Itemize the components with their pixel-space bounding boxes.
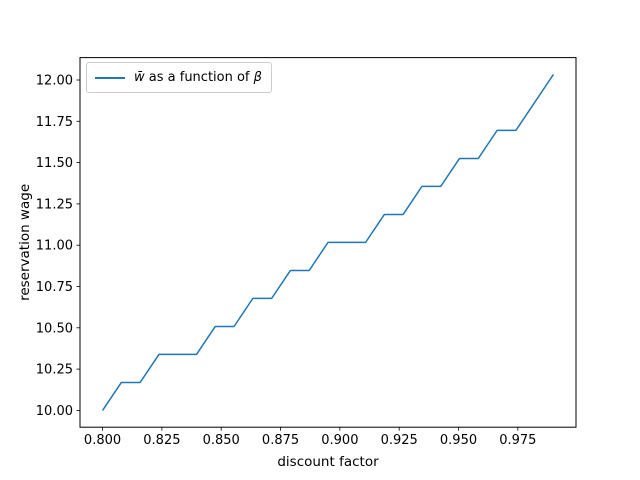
legend: w̄ as a function of β <box>86 62 272 93</box>
legend-line-swatch <box>95 76 125 79</box>
x-tick-label: 0.875 <box>262 433 299 448</box>
y-tick-label: 11.50 <box>36 156 73 171</box>
y-tick-label: 11.25 <box>36 197 73 212</box>
y-tick-label: 10.25 <box>36 363 73 378</box>
y-axis-label: reservation wage <box>17 184 33 301</box>
legend-label-mid: as a function of <box>144 70 254 85</box>
x-tick-label: 0.900 <box>321 433 358 448</box>
y-tick-label: 10.00 <box>36 404 73 419</box>
legend-label-beta: β <box>253 70 262 85</box>
x-axis: 0.800 0.825 0.850 0.875 0.900 0.925 0.950 0.975 <box>84 427 536 448</box>
x-axis-label: discount factor <box>277 454 379 470</box>
y-tick-label: 11.00 <box>36 239 73 254</box>
x-tick-label: 0.925 <box>381 433 418 448</box>
legend-label: w̄ as a function of β <box>134 70 262 85</box>
legend-label-wbar: w̄ <box>134 70 145 85</box>
y-axis: 10.00 10.25 10.50 10.75 11.00 11.25 11.50 11.75… <box>36 74 80 419</box>
x-tick-label: 0.950 <box>440 433 477 448</box>
reservation-wage-line <box>101 73 555 411</box>
y-tick-label: 10.75 <box>36 280 73 295</box>
x-tick-label: 0.800 <box>84 433 121 448</box>
y-tick-label: 11.75 <box>36 115 73 130</box>
y-tick-label: 10.50 <box>36 321 73 336</box>
x-tick-label: 0.825 <box>143 433 180 448</box>
series-lines <box>101 73 555 411</box>
y-tick-label: 12.00 <box>36 74 73 89</box>
x-tick-label: 0.975 <box>499 433 536 448</box>
plot-border <box>79 57 577 428</box>
x-tick-label: 0.850 <box>203 433 240 448</box>
